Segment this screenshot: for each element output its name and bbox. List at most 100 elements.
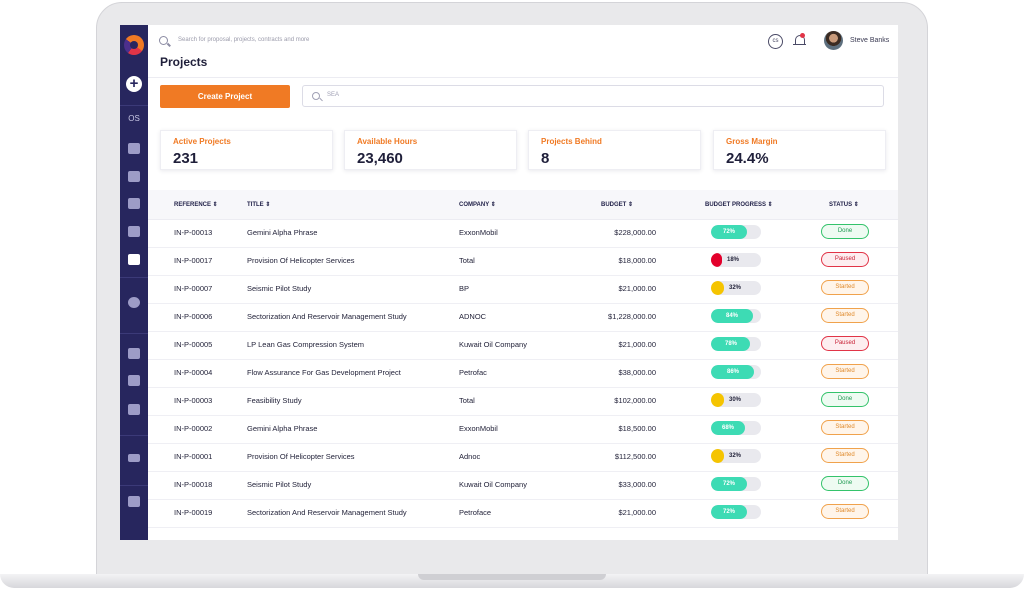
- budget-progress-fill: [711, 225, 747, 239]
- cell-title[interactable]: LP Lean Gas Compression System: [247, 340, 365, 349]
- cell-title[interactable]: Sectorization And Reservoir Management S…: [247, 312, 407, 321]
- cell-title[interactable]: Flow Assurance For Gas Development Proje…: [247, 368, 401, 377]
- budget-progress-label: 84%: [726, 313, 739, 319]
- status-badge[interactable]: Paused: [821, 252, 869, 267]
- table-row[interactable]: IN-P-00013 Gemini Alpha Phrase ExxonMobil $…: [148, 219, 898, 248]
- status-badge[interactable]: Done: [821, 476, 869, 491]
- table-row[interactable]: IN-P-00019 Sectorization And Reservoir Ma…: [148, 499, 898, 528]
- cell-company: Petrofac: [459, 368, 487, 377]
- project-search-input[interactable]: SEA: [302, 85, 884, 107]
- column-header-status[interactable]: STATUS ⇕: [829, 202, 859, 208]
- status-badge[interactable]: Started: [821, 504, 869, 519]
- status-badge[interactable]: Started: [821, 308, 869, 323]
- budget-progress-fill: [711, 477, 747, 491]
- table-row[interactable]: IN-P-00018 Seismic Pilot Study Kuwait Oil …: [148, 471, 898, 500]
- cell-company: Adnoc: [459, 452, 481, 461]
- cell-reference: IN-P-00006: [174, 312, 213, 321]
- sidebar-divider: [120, 277, 148, 278]
- stat-card-active-projects: Active Projects 231: [160, 130, 333, 170]
- sidebar-os-label[interactable]: OS: [128, 114, 140, 123]
- cell-reference: IN-P-00005: [174, 340, 213, 349]
- budget-progress-bar: 68%: [711, 421, 761, 435]
- invoice-icon[interactable]: [128, 254, 140, 265]
- notification-dot: [800, 33, 805, 38]
- status-badge[interactable]: Paused: [821, 336, 869, 351]
- budget-progress-fill: [711, 421, 745, 435]
- cell-company: ExxonMobil: [459, 424, 498, 433]
- cell-title[interactable]: Sectorization And Reservoir Management S…: [247, 508, 407, 517]
- avatar[interactable]: [824, 31, 843, 50]
- column-header-reference[interactable]: REFERENCE ⇕: [174, 202, 218, 208]
- table-row[interactable]: IN-P-00017 Provision Of Helicopter Servic…: [148, 247, 898, 276]
- budget-progress-fill: [711, 253, 722, 267]
- status-badge[interactable]: Started: [821, 364, 869, 379]
- cell-title[interactable]: Provision Of Helicopter Services: [247, 452, 355, 461]
- search-user-icon[interactable]: [128, 297, 140, 308]
- table-row[interactable]: IN-P-00004 Flow Assurance For Gas Develop…: [148, 359, 898, 388]
- table-row[interactable]: IN-P-00007 Seismic Pilot Study BP $21,000.0…: [148, 275, 898, 304]
- table-header: REFERENCE ⇕ TITLE ⇕ COMPANY ⇕ BUDGET ⇕ B…: [148, 190, 898, 220]
- budget-progress-bar: 18%: [711, 253, 761, 267]
- calendar-icon[interactable]: [128, 198, 140, 209]
- heart-icon[interactable]: [128, 404, 140, 415]
- team-icon[interactable]: [128, 348, 140, 359]
- status-badge[interactable]: Done: [821, 224, 869, 239]
- sidebar-divider: [120, 105, 148, 106]
- sidebar-divider: [120, 485, 148, 486]
- cell-reference: IN-P-00003: [174, 396, 213, 405]
- cell-company: ExxonMobil: [459, 228, 498, 237]
- user-name[interactable]: Steve Banks: [850, 37, 890, 44]
- cell-title[interactable]: Seismic Pilot Study: [247, 284, 312, 293]
- table-row[interactable]: IN-P-00005 LP Lean Gas Compression System…: [148, 331, 898, 360]
- cell-budget: $21,000.00: [618, 340, 656, 349]
- search-icon: [159, 36, 168, 45]
- global-search-input[interactable]: Search for proposal, projects, contracts…: [178, 37, 310, 43]
- stat-label: Gross Margin: [726, 137, 778, 146]
- table-row[interactable]: IN-P-00002 Gemini Alpha Phrase ExxonMobil $…: [148, 415, 898, 444]
- cell-budget: $18,500.00: [618, 424, 656, 433]
- list-icon[interactable]: [128, 171, 140, 182]
- table-row[interactable]: IN-P-00001 Provision Of Helicopter Servic…: [148, 443, 898, 472]
- status-badge[interactable]: Started: [821, 420, 869, 435]
- table-row[interactable]: IN-P-00003 Feasibility Study Total $102,000…: [148, 387, 898, 416]
- cell-reference: IN-P-00019: [174, 508, 213, 517]
- budget-progress-fill: [711, 281, 724, 295]
- stat-card-projects-behind: Projects Behind 8: [528, 130, 701, 170]
- logo-icon[interactable]: [124, 35, 144, 55]
- budget-progress-fill: [711, 365, 754, 379]
- cs-icon[interactable]: cs: [768, 34, 783, 49]
- chart-icon[interactable]: [128, 226, 140, 237]
- document-icon[interactable]: [128, 143, 140, 154]
- column-header-company[interactable]: COMPANY ⇕: [459, 202, 496, 208]
- cell-title[interactable]: Provision Of Helicopter Services: [247, 256, 355, 265]
- budget-progress-label: 68%: [722, 425, 735, 431]
- budget-progress-bar: 72%: [711, 477, 761, 491]
- create-project-button[interactable]: Create Project: [160, 85, 290, 108]
- budget-progress-bar: 72%: [711, 505, 761, 519]
- cell-reference: IN-P-00004: [174, 368, 213, 377]
- cell-title[interactable]: Gemini Alpha Phrase: [247, 424, 318, 433]
- column-header-title[interactable]: TITLE ⇕: [247, 202, 271, 208]
- cell-title[interactable]: Gemini Alpha Phrase: [247, 228, 318, 237]
- building-icon[interactable]: [128, 375, 140, 386]
- table-row[interactable]: IN-P-00006 Sectorization And Reservoir Ma…: [148, 303, 898, 332]
- budget-progress-fill: [711, 393, 724, 407]
- cell-company: Total: [459, 396, 475, 405]
- budget-progress-label: 18%: [727, 257, 740, 263]
- folder-icon[interactable]: [128, 496, 140, 507]
- cell-title[interactable]: Seismic Pilot Study: [247, 480, 312, 489]
- status-badge[interactable]: Started: [821, 280, 869, 295]
- status-badge[interactable]: Started: [821, 448, 869, 463]
- project-search-placeholder: SEA: [327, 92, 340, 98]
- stat-value: 23,460: [357, 150, 403, 167]
- cell-reference: IN-P-00018: [174, 480, 213, 489]
- cell-company: Total: [459, 256, 475, 265]
- cash-icon[interactable]: [128, 454, 140, 462]
- sidebar-divider: [120, 435, 148, 436]
- add-button[interactable]: +: [126, 76, 142, 92]
- status-badge[interactable]: Done: [821, 392, 869, 407]
- column-header-budget[interactable]: BUDGET ⇕: [601, 202, 634, 208]
- cell-title[interactable]: Feasibility Study: [247, 396, 302, 405]
- column-header-budget-progress[interactable]: BUDGET PROGRESS ⇕: [705, 202, 773, 208]
- budget-progress-bar: 78%: [711, 337, 761, 351]
